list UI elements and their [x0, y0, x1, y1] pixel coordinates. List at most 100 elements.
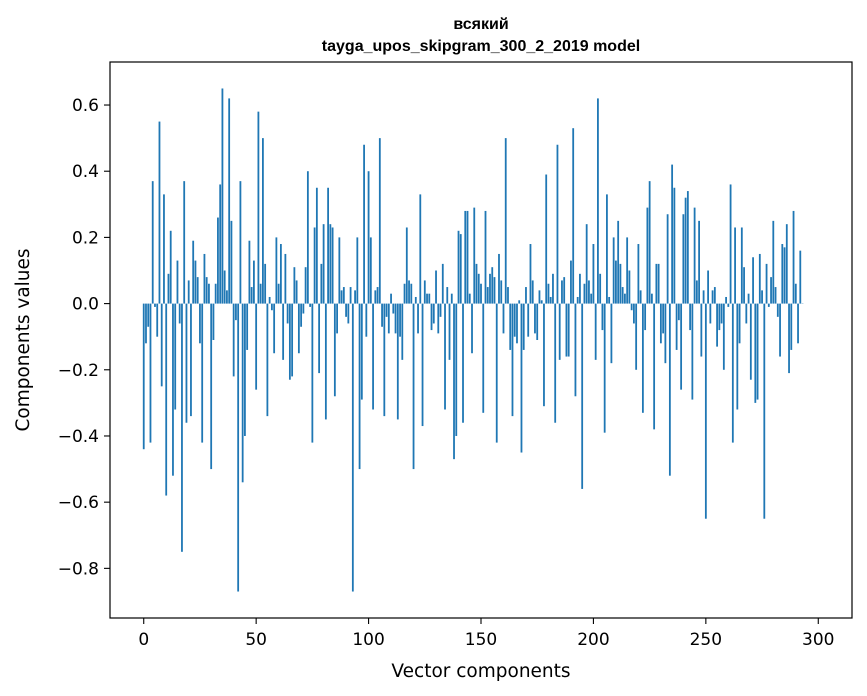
bar	[662, 303, 665, 334]
bar	[549, 296, 552, 304]
bar	[754, 303, 757, 403]
bar	[531, 280, 534, 304]
bar	[360, 303, 363, 400]
bar	[500, 280, 503, 304]
bar	[639, 290, 642, 304]
bar	[691, 303, 694, 400]
bar	[244, 303, 246, 436]
bar	[543, 303, 545, 407]
bar	[484, 210, 487, 304]
bar	[266, 303, 269, 417]
bar	[513, 303, 516, 337]
bar	[147, 303, 150, 327]
bar	[156, 303, 159, 337]
bar	[763, 303, 766, 519]
bar	[498, 253, 500, 304]
bar	[641, 303, 644, 413]
bar	[770, 277, 772, 304]
bar	[297, 303, 300, 354]
bar	[648, 181, 651, 304]
y-tick-label: −0.2	[58, 361, 99, 381]
bar	[363, 144, 365, 304]
y-tick-label: −0.6	[58, 493, 99, 513]
bar	[441, 263, 444, 304]
bar	[448, 303, 451, 360]
bar	[695, 280, 698, 304]
bar	[219, 184, 222, 304]
bar	[340, 290, 343, 304]
chart-title-line-2: tayga_upos_skipgram_300_2_2019 model	[322, 38, 640, 55]
y-tick-label: 0.6	[72, 96, 99, 116]
bar	[444, 303, 446, 410]
bar	[673, 187, 676, 304]
bar	[475, 263, 478, 304]
bar	[655, 263, 658, 304]
bar	[435, 270, 437, 304]
y-axis-label: Components values	[13, 248, 34, 431]
bar	[412, 303, 415, 470]
bar	[628, 270, 631, 304]
bar	[790, 303, 793, 350]
bar	[250, 287, 253, 304]
bar	[599, 273, 602, 304]
x-tick-label: 200	[577, 630, 609, 650]
bar	[731, 303, 734, 443]
bar	[536, 303, 539, 340]
bar	[493, 277, 496, 304]
bar	[374, 290, 377, 304]
bar	[563, 277, 566, 304]
bar	[385, 303, 388, 317]
bar	[745, 303, 748, 324]
bar	[657, 263, 660, 304]
bar	[716, 303, 718, 347]
bar	[309, 303, 312, 307]
bar	[650, 293, 653, 304]
bar	[570, 260, 572, 304]
bar	[799, 250, 802, 304]
bar	[698, 220, 700, 304]
bar	[457, 230, 460, 304]
bar	[237, 303, 240, 592]
bar	[358, 303, 361, 470]
bar	[417, 303, 419, 334]
bar	[268, 296, 271, 304]
bar	[205, 277, 208, 304]
bar	[221, 88, 224, 304]
bar	[293, 267, 296, 304]
bar	[228, 98, 231, 304]
bar	[700, 303, 703, 357]
bar	[421, 303, 424, 427]
bar	[196, 277, 199, 304]
bar	[394, 303, 397, 334]
bar	[428, 293, 431, 304]
bar	[765, 263, 768, 304]
bar	[329, 224, 332, 304]
bar	[635, 303, 638, 370]
bar	[217, 217, 219, 304]
bar	[212, 303, 215, 340]
bar	[372, 303, 374, 410]
bar	[711, 290, 714, 304]
bar	[232, 303, 235, 377]
bar	[327, 187, 329, 304]
bar	[190, 303, 192, 417]
bar	[315, 187, 318, 304]
bar	[172, 303, 174, 476]
bar	[626, 237, 629, 304]
bar	[246, 303, 249, 350]
bar	[439, 303, 442, 317]
bar	[720, 303, 723, 324]
bar	[689, 303, 692, 331]
x-axis-ticks: 0 50 100 150 200 250 300	[138, 618, 834, 650]
bar	[522, 303, 525, 350]
bar	[767, 303, 770, 307]
bar	[707, 270, 709, 304]
bar	[507, 287, 509, 304]
bar	[446, 287, 449, 304]
bar	[612, 237, 615, 304]
bar	[275, 237, 278, 304]
bar	[743, 267, 745, 304]
bar	[199, 303, 201, 344]
bar	[151, 181, 154, 304]
